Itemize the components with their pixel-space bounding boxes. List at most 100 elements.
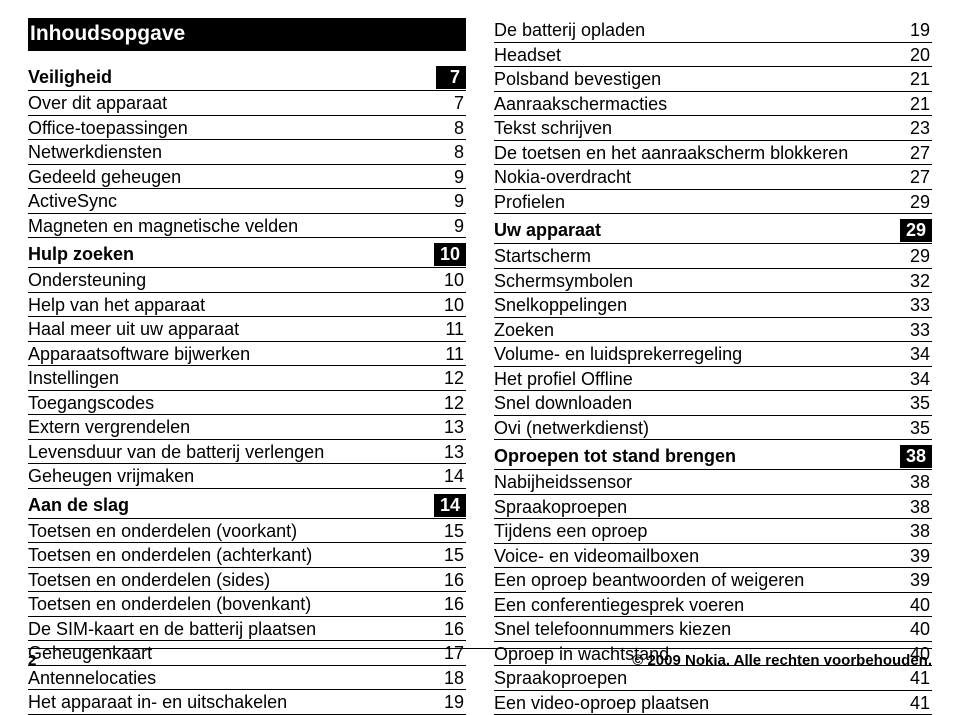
toc-row-label: Een video-oproep plaatsen bbox=[494, 692, 910, 715]
toc-row-label: Spraakoproepen bbox=[494, 667, 910, 690]
toc-row: Tijdens een oproep38 bbox=[494, 519, 932, 544]
toc-row-page: 32 bbox=[910, 270, 932, 293]
toc-column-left: InhoudsopgaveVeiligheid7Over dit apparaa… bbox=[28, 18, 466, 628]
toc-row: Nabijheidssensor38 bbox=[494, 470, 932, 495]
toc-row: Office-toepassingen8 bbox=[28, 116, 466, 141]
toc-row: Startscherm29 bbox=[494, 244, 932, 269]
toc-row: Headset20 bbox=[494, 43, 932, 68]
toc-row-page: 39 bbox=[910, 545, 932, 568]
toc-row: De SIM-kaart en de batterij plaatsen16 bbox=[28, 617, 466, 642]
toc-row-label: Toetsen en onderdelen (sides) bbox=[28, 569, 444, 592]
toc-row: Volume- en luidsprekerregeling34 bbox=[494, 342, 932, 367]
toc-section-page: 10 bbox=[434, 243, 466, 266]
toc-row-page: 9 bbox=[454, 215, 466, 238]
toc-section-label: Veiligheid bbox=[28, 67, 112, 88]
toc-row-label: De batterij opladen bbox=[494, 19, 910, 42]
toc-row-page: 18 bbox=[444, 667, 466, 690]
toc-row-label: Voice- en videomailboxen bbox=[494, 545, 910, 568]
toc-row-label: Startscherm bbox=[494, 245, 910, 268]
toc-row: Netwerkdiensten8 bbox=[28, 140, 466, 165]
toc-row-label: Haal meer uit uw apparaat bbox=[28, 318, 445, 341]
toc-row: Spraakoproepen38 bbox=[494, 495, 932, 520]
toc-section-header: Aan de slag 14 bbox=[28, 492, 466, 519]
toc-row-page: 16 bbox=[444, 569, 466, 592]
toc-row-label: Levensduur van de batterij verlengen bbox=[28, 441, 444, 464]
toc-section-page: 7 bbox=[436, 66, 466, 89]
toc-row: Snelkoppelingen33 bbox=[494, 293, 932, 318]
toc-row-label: Het profiel Offline bbox=[494, 368, 910, 391]
toc-row-label: Snel downloaden bbox=[494, 392, 910, 415]
copyright-text: © 2009 Nokia. Alle rechten voorbehouden. bbox=[632, 652, 932, 669]
toc-column-right: De batterij opladen19Headset20Polsband b… bbox=[494, 18, 932, 628]
toc-row: Aanraakschermacties21 bbox=[494, 92, 932, 117]
toc-row-label: Polsband bevestigen bbox=[494, 68, 910, 91]
toc-row: Het profiel Offline34 bbox=[494, 367, 932, 392]
toc-row: Help van het apparaat10 bbox=[28, 293, 466, 318]
toc-row: Schermsymbolen32 bbox=[494, 269, 932, 294]
toc-row-page: 19 bbox=[444, 691, 466, 714]
toc-row: Toetsen en onderdelen (voorkant)15 bbox=[28, 519, 466, 544]
toc-row-page: 11 bbox=[445, 318, 466, 341]
toc-section-header: Hulp zoeken 10 bbox=[28, 241, 466, 268]
toc-row-page: 9 bbox=[454, 190, 466, 213]
toc-row-label: Zoeken bbox=[494, 319, 910, 342]
toc-row-page: 10 bbox=[444, 294, 466, 317]
toc-row-page: 38 bbox=[910, 520, 932, 543]
toc-row-page: 38 bbox=[910, 471, 932, 494]
toc-row-label: Nabijheidssensor bbox=[494, 471, 910, 494]
page-number: 2 bbox=[28, 652, 36, 669]
toc-title: Inhoudsopgave bbox=[28, 18, 466, 51]
toc-row: Het apparaat in- en uitschakelen19 bbox=[28, 690, 466, 715]
toc-row: Toetsen en onderdelen (sides)16 bbox=[28, 568, 466, 593]
toc-section-header: Uw apparaat29 bbox=[494, 217, 932, 244]
toc-row-label: Toetsen en onderdelen (achterkant) bbox=[28, 544, 444, 567]
toc-row: Instellingen12 bbox=[28, 366, 466, 391]
toc-row: Haal meer uit uw apparaat11 bbox=[28, 317, 466, 342]
toc-row-page: 23 bbox=[910, 117, 932, 140]
toc-row-label: Antennelocaties bbox=[28, 667, 444, 690]
toc-row-page: 41 bbox=[910, 692, 932, 715]
toc-row-page: 33 bbox=[910, 294, 932, 317]
toc-row-page: 35 bbox=[910, 417, 932, 440]
toc-row-page: 40 bbox=[910, 594, 932, 617]
toc-row-page: 7 bbox=[454, 92, 466, 115]
toc-row-page: 16 bbox=[444, 618, 466, 641]
toc-row: Gedeeld geheugen9 bbox=[28, 165, 466, 190]
toc-section-label: Hulp zoeken bbox=[28, 244, 134, 265]
toc-row-label: ActiveSync bbox=[28, 190, 454, 213]
toc-row-label: Ovi (netwerkdienst) bbox=[494, 417, 910, 440]
toc-row-label: Toetsen en onderdelen (voorkant) bbox=[28, 520, 444, 543]
toc-row-label: Office-toepassingen bbox=[28, 117, 454, 140]
toc-row-page: 40 bbox=[910, 618, 932, 641]
toc-row-label: Over dit apparaat bbox=[28, 92, 454, 115]
toc-row: Magneten en magnetische velden9 bbox=[28, 214, 466, 239]
toc-row: Zoeken33 bbox=[494, 318, 932, 343]
toc-row-page: 21 bbox=[910, 93, 932, 116]
toc-section-page: 14 bbox=[434, 494, 466, 517]
toc-row: Profielen29 bbox=[494, 190, 932, 215]
toc-row: Een conferentiegesprek voeren40 bbox=[494, 593, 932, 618]
toc-section-label: Aan de slag bbox=[28, 495, 129, 516]
toc-row-label: Aanraakschermacties bbox=[494, 93, 910, 116]
toc-row: Een oproep beantwoorden of weigeren39 bbox=[494, 568, 932, 593]
toc-row: Levensduur van de batterij verlengen13 bbox=[28, 440, 466, 465]
toc-row-page: 10 bbox=[444, 269, 466, 292]
toc-row: Voice- en videomailboxen39 bbox=[494, 544, 932, 569]
toc-row-label: Instellingen bbox=[28, 367, 444, 390]
toc-row-label: Headset bbox=[494, 44, 910, 67]
toc-row-page: 13 bbox=[444, 441, 466, 464]
toc-row-label: Apparaatsoftware bijwerken bbox=[28, 343, 445, 366]
toc-row-page: 39 bbox=[910, 569, 932, 592]
toc-row-page: 38 bbox=[910, 496, 932, 519]
toc-row: Spraakoproepen41 bbox=[494, 666, 932, 691]
toc-row-page: 20 bbox=[910, 44, 932, 67]
toc-row-label: Netwerkdiensten bbox=[28, 141, 454, 164]
toc-row: Toetsen en onderdelen (achterkant)15 bbox=[28, 543, 466, 568]
toc-row: Toegangscodes12 bbox=[28, 391, 466, 416]
toc-row-label: De SIM-kaart en de batterij plaatsen bbox=[28, 618, 444, 641]
toc-row: Over dit apparaat7 bbox=[28, 91, 466, 116]
toc-row: Geheugen vrijmaken14 bbox=[28, 464, 466, 489]
toc-row-page: 15 bbox=[444, 520, 466, 543]
toc-row-label: Het apparaat in- en uitschakelen bbox=[28, 691, 444, 714]
toc-row-page: 11 bbox=[445, 343, 466, 366]
